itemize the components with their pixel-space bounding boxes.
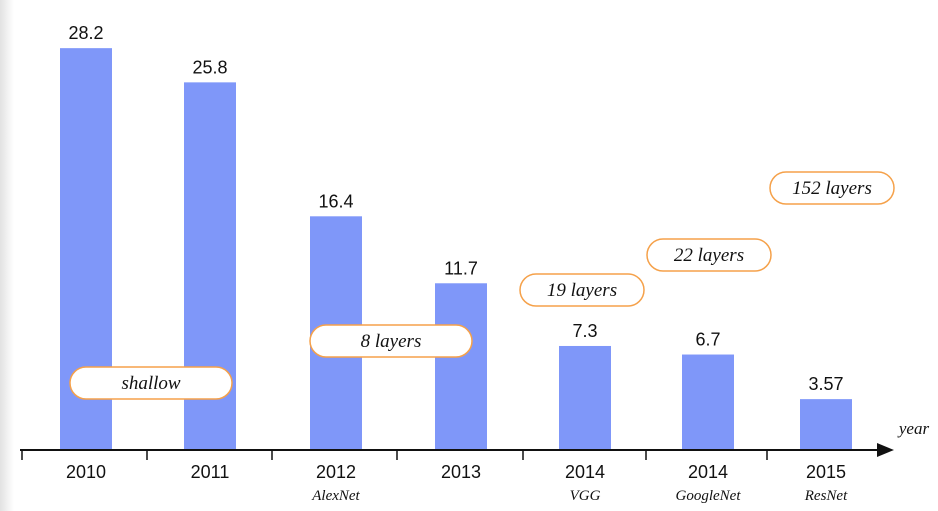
category-label: 2010	[66, 462, 106, 482]
value-label: 11.7	[444, 258, 478, 278]
model-labels-group: AlexNet VGG GoogleNet ResNet	[311, 488, 848, 504]
category-label: 2013	[441, 462, 481, 482]
layer-annotation: 19 layers	[519, 273, 645, 307]
left-edge-shadow	[0, 0, 14, 511]
bar	[682, 354, 734, 450]
category-labels-group: 2010 2011 2012 2013 2014 2014 2015	[66, 462, 846, 482]
value-label: 7.3	[572, 321, 597, 341]
x-axis-arrowhead	[877, 443, 894, 457]
annotation-text: 152 layers	[792, 178, 872, 199]
annotation-text: 8 layers	[361, 331, 422, 352]
x-axis	[20, 443, 894, 457]
value-label: 3.57	[808, 374, 843, 394]
bar	[559, 345, 611, 450]
x-axis-label: year	[897, 419, 930, 438]
layer-annotation: 22 layers	[646, 238, 772, 272]
model-label: AlexNet	[311, 488, 360, 504]
value-label: 25.8	[192, 57, 227, 77]
annotation-box	[69, 366, 233, 400]
annotation-text: 19 layers	[547, 280, 617, 301]
model-label: ResNet	[804, 488, 848, 504]
value-label: 6.7	[695, 330, 720, 350]
annotation-text: 22 layers	[674, 245, 744, 266]
category-label: 2015	[806, 462, 846, 482]
annotations-group: shallow 8 layers 19 layers 22 layers 152 lay…	[69, 171, 895, 400]
category-label: 2014	[565, 462, 605, 482]
layer-annotation: 152 layers	[769, 171, 895, 205]
x-axis-ticks	[21, 450, 768, 460]
model-label: GoogleNet	[676, 488, 742, 504]
annotation-box	[309, 324, 473, 358]
category-label: 2011	[191, 462, 230, 482]
bar	[800, 399, 852, 450]
annotation-box	[646, 238, 772, 272]
value-labels-group: 28.2 25.8 16.4 11.7 7.3 6.7 3.57	[68, 23, 843, 394]
model-label: VGG	[570, 488, 601, 504]
category-label: 2014	[688, 462, 728, 482]
layer-annotation: 8 layers	[309, 324, 473, 358]
annotation-box	[769, 171, 895, 205]
annotation-text: shallow	[121, 373, 180, 394]
layer-annotation: shallow	[69, 366, 233, 400]
value-label: 28.2	[68, 23, 103, 43]
value-label: 16.4	[318, 191, 353, 211]
bar	[435, 283, 487, 450]
category-label: 2012	[316, 462, 356, 482]
annotation-box	[519, 273, 645, 307]
